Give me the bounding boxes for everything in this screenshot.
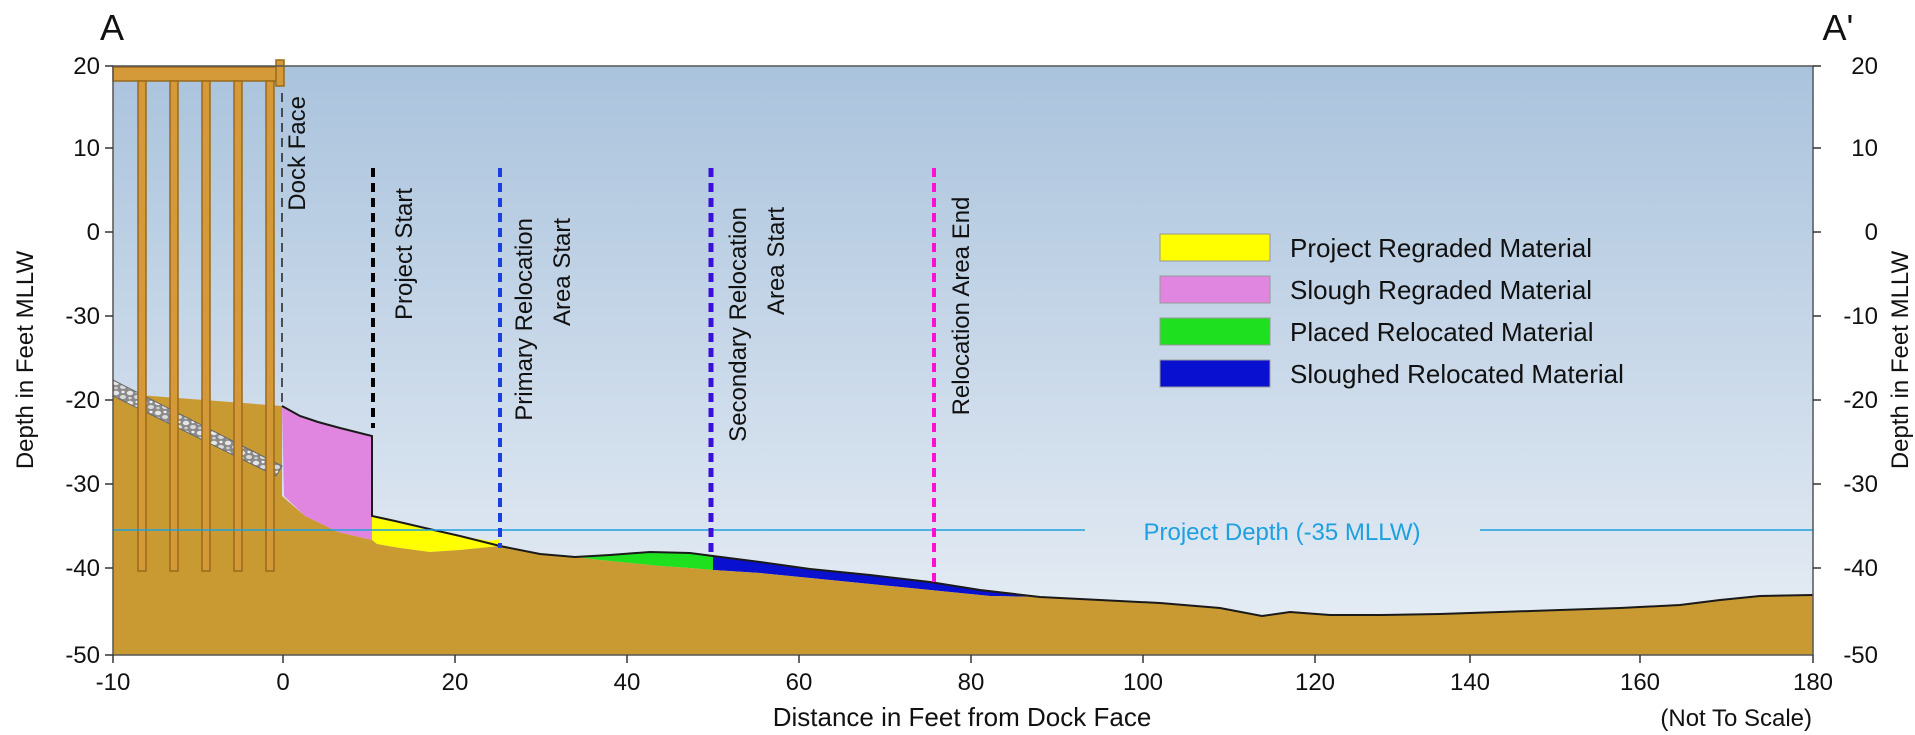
plot-border [112,65,1814,656]
legend-label-sloughed-relocated: Sloughed Relocated Material [1290,359,1624,389]
x-tick-label: 160 [1620,669,1660,696]
seabed-surface-line [281,405,1814,618]
legend-label-placed-relocated: Placed Relocated Material [1290,317,1594,347]
project-depth-label: Project Depth (-35 MLLW) [1144,519,1421,546]
primary-relocation-start-label: Primary Relocation Area Start [511,218,576,421]
y-tick-label-right: 20 [1851,53,1878,80]
y-tick-label-left: -50 [65,642,100,669]
legend-swatch-slough-regraded [1159,275,1271,304]
dock-structure [112,59,285,572]
secondary-relocation-start-label-line-1: Secondary Relocation [725,207,752,442]
x-tick-label: 140 [1450,669,1490,696]
not-to-scale-note: (Not To Scale) [1660,705,1812,732]
y-tick-labels-right: 20 10 0 -10 -20 -30 -40 -50 [1843,53,1878,669]
legend-label-slough-regraded: Slough Regraded Material [1290,275,1592,305]
y-tick-label-left: -40 [65,555,100,582]
dock-face-label: Dock Face [284,96,311,211]
project-depth-line: Project Depth (-35 MLLW) [113,519,1813,546]
y-tick-label-right: -40 [1843,555,1878,582]
legend-swatch-sloughed-relocated [1159,359,1271,388]
x-tick-label: 0 [276,669,289,696]
placed-relocated-material [575,552,713,570]
y-tick-label-right: -20 [1843,387,1878,414]
x-tick-labels: -10 0 20 40 60 80 100 120 140 160 180 [96,669,1833,696]
x-tick-label: 120 [1295,669,1335,696]
y-axis-title-left: Depth in Feet MLLW [12,251,39,470]
x-tick-label: 100 [1123,669,1163,696]
legend-label-project-regraded: Project Regraded Material [1290,233,1592,263]
x-tick-label: 80 [958,669,985,696]
y-tick-labels-left: 20 10 0 -30 -20 -30 -40 -50 [65,53,100,669]
y-tick-label-right: -10 [1843,303,1878,330]
y-tick-label-right: 10 [1851,135,1878,162]
project-regraded-material [372,516,500,552]
legend-swatch-project-regraded [1159,233,1271,262]
x-tick-label: 180 [1793,669,1833,696]
y-tick-label-left: -30 [65,471,100,498]
secondary-relocation-start-label-line-2: Area Start [763,207,790,315]
relocation-area-end-label: Relocation Area End [948,197,975,416]
project-start-label: Project Start [391,188,418,320]
secondary-relocation-start-label: Secondary Relocation Area Start [725,207,790,442]
y-tick-label-left: 10 [73,135,100,162]
y-tick-label-right: 0 [1865,219,1878,246]
y-tick-label-left: 0 [87,219,100,246]
primary-relocation-start-label-line-1: Primary Relocation [511,218,538,421]
y-tick-label-right: -30 [1843,471,1878,498]
y-tick-label-left: -30 [65,303,100,330]
y-axis-ticks [105,65,1821,656]
y-tick-label-left: 20 [73,53,100,80]
seabed-soil [113,393,1813,655]
y-tick-label-left: -20 [65,387,100,414]
section-end-label: A' [1823,7,1854,48]
x-tick-label: -10 [96,669,131,696]
primary-relocation-start-label-line-2: Area Start [549,218,576,326]
y-axis-title-right: Depth in Feet MLLW [1887,251,1914,470]
x-axis-ticks [112,655,1814,663]
x-tick-label: 40 [614,669,641,696]
legend-swatch-placed-relocated [1159,317,1271,346]
section-start-label: A [100,7,124,48]
legend: Project Regraded Material Slough Regrade… [1159,233,1624,389]
x-tick-label: 20 [442,669,469,696]
x-axis-title: Distance in Feet from Dock Face [773,702,1152,732]
x-tick-label: 60 [786,669,813,696]
slough-regraded-material [282,406,372,540]
y-tick-label-right: -50 [1843,642,1878,669]
